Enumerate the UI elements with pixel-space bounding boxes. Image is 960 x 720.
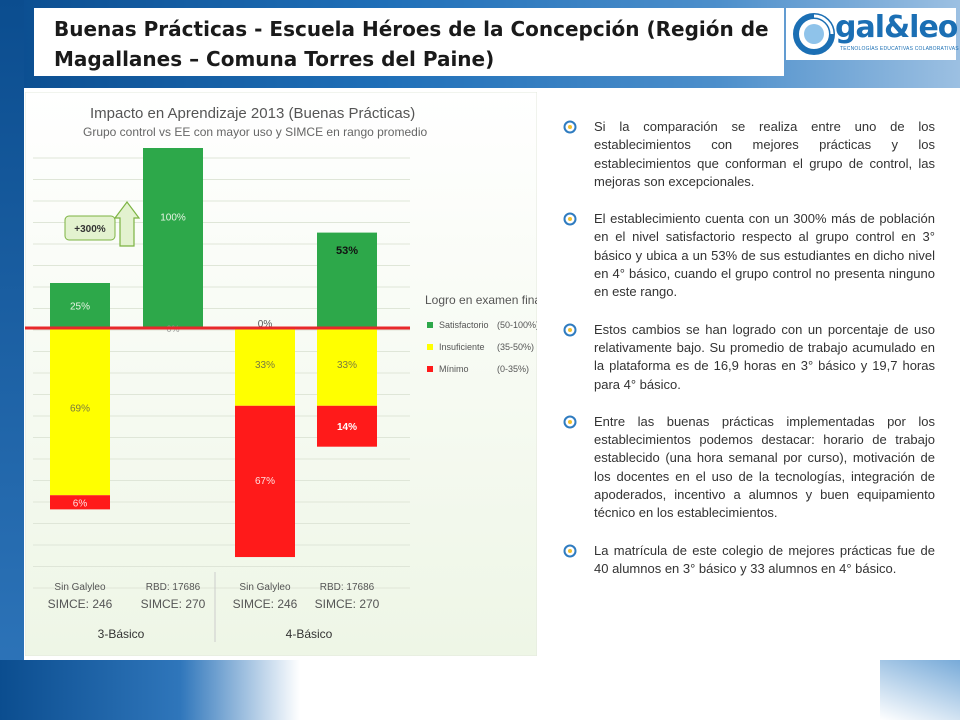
data-label-minimo: 14% xyxy=(337,422,357,433)
data-label-insuficiente: 33% xyxy=(337,360,357,371)
bullet-text: Estos cambios se han logrado con un porc… xyxy=(594,321,935,392)
bar-satisfactorio xyxy=(143,148,203,328)
bullet-text: Entre las buenas prácticas implementadas… xyxy=(594,413,935,521)
group-label: 4-Básico xyxy=(286,627,333,641)
category-label: Sin Galyleo xyxy=(54,582,106,593)
legend-label: Satisfactorio xyxy=(439,320,489,330)
category-label: SIMCE: 246 xyxy=(233,597,298,611)
bullet-text: Si la comparación se realiza entre uno d… xyxy=(594,119,935,189)
up-arrow-icon xyxy=(113,201,141,247)
bullet-icon xyxy=(563,415,577,429)
bar-satisfactorio xyxy=(317,232,377,328)
data-label-satisfactorio: 100% xyxy=(160,212,186,223)
logo-tagline: TECNOLOGÍAS EDUCATIVAS COLABORATIVAS xyxy=(840,46,959,52)
frame-bottom-band xyxy=(0,660,300,720)
bar-insuficiente xyxy=(235,328,295,406)
bullet-list: Si la comparación se realiza entre uno d… xyxy=(563,118,935,597)
bar-minimo xyxy=(50,495,110,510)
legend-swatch xyxy=(427,322,433,328)
category-label: RBD: 17686 xyxy=(146,582,201,593)
legend-swatch xyxy=(427,366,433,372)
bar-minimo xyxy=(235,405,295,558)
bullet-item: Entre las buenas prácticas implementadas… xyxy=(563,413,935,523)
data-label-insuficiente: 33% xyxy=(255,360,275,371)
data-label-satisfactorio: 25% xyxy=(70,302,90,313)
data-label-insuficiente: 69% xyxy=(70,404,90,415)
category-label: SIMCE: 246 xyxy=(48,597,113,611)
bullet-icon xyxy=(563,544,577,558)
category-label: SIMCE: 270 xyxy=(141,597,206,611)
legend-range: (0-35%) xyxy=(497,364,529,374)
category-label: RBD: 17686 xyxy=(320,582,375,593)
data-label-minimo: 6% xyxy=(73,498,88,509)
annotation-box xyxy=(64,215,116,241)
data-label-satisfactorio: 53% xyxy=(336,245,358,257)
logo-swirl-icon xyxy=(793,13,835,55)
learning-impact-chart: Impacto en Aprendizaje 2013 (Buenas Prác… xyxy=(25,92,537,656)
bullet-icon xyxy=(563,120,577,134)
bullet-item: La matrícula de este colegio de mejores … xyxy=(563,542,935,579)
frame-left-band xyxy=(0,0,24,720)
legend-label: Insuficiente xyxy=(439,342,485,352)
bullet-icon xyxy=(563,212,577,226)
bar-insuficiente xyxy=(317,328,377,406)
chart-title: Impacto en Aprendizaje 2013 (Buenas Prác… xyxy=(90,105,415,122)
chart-subtitle: Grupo control vs EE con mayor uso y SIMC… xyxy=(83,125,427,139)
legend-range: (50-100%) xyxy=(497,320,537,330)
slide-title: Buenas Prácticas - Escuela Héroes de la … xyxy=(54,17,769,71)
logo-wordmark: gal&leo xyxy=(835,10,958,45)
data-label-satisfactorio: 0% xyxy=(258,319,273,330)
bar-insuficiente xyxy=(50,328,110,496)
data-label-minimo: 67% xyxy=(255,476,275,487)
bullet-item: Estos cambios se han logrado con un porc… xyxy=(563,321,935,394)
bar-minimo xyxy=(317,405,377,447)
bar-satisfactorio xyxy=(50,283,110,328)
category-label: Sin Galyleo xyxy=(239,582,291,593)
annotation-label: +300% xyxy=(74,224,106,235)
legend-range: (35-50%) xyxy=(497,342,534,352)
bullet-icon xyxy=(563,323,577,337)
legend-swatch xyxy=(427,344,433,350)
category-label: SIMCE: 270 xyxy=(315,597,380,611)
legend-label: Mínimo xyxy=(439,364,469,374)
legend-title: Logro en examen final xyxy=(425,293,537,307)
bullet-text: El establecimiento cuenta con un 300% má… xyxy=(594,211,935,300)
title-box xyxy=(34,8,784,76)
bullet-item: Si la comparación se realiza entre uno d… xyxy=(563,118,935,191)
bullet-text: La matrícula de este colegio de mejores … xyxy=(594,542,935,576)
bullet-item: El establecimiento cuenta con un 300% má… xyxy=(563,210,935,301)
group-label: 3-Básico xyxy=(98,627,145,641)
